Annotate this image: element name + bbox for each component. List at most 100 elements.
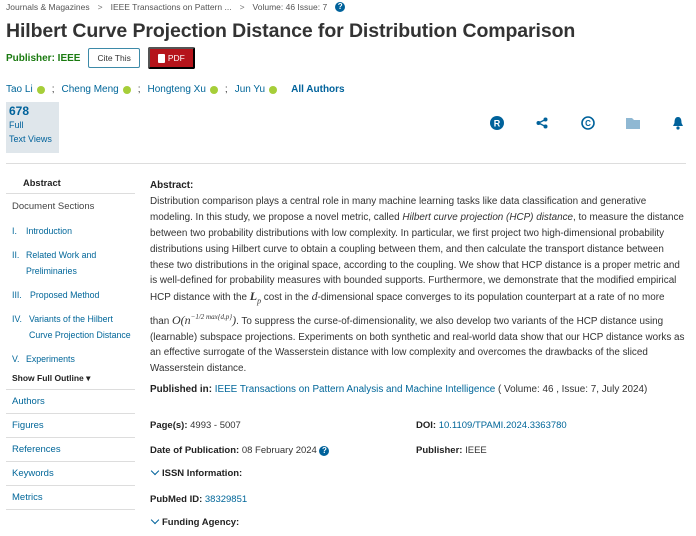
sidebar-item-authors[interactable]: Authors [6,390,135,414]
views-label-1: Full [9,120,24,130]
show-full-outline-button[interactable]: Show Full Outline ▾ [6,371,135,390]
section-label: Introduction [26,226,72,236]
breadcrumb-separator: > [239,2,245,12]
funding-toggle[interactable]: Funding Agency: [150,515,240,528]
publisher-meta: Publisher: IEEE [416,445,487,456]
sidebar-item-references[interactable]: References [6,438,135,462]
chevron-down-icon [150,515,160,525]
orcid-icon[interactable] [209,85,218,94]
breadcrumb-separator: > [97,2,103,12]
sidebar-item-keywords[interactable]: Keywords [6,462,135,486]
pages-label: Page(s): [150,420,188,431]
orcid-icon[interactable] [122,85,131,94]
section-label: Related Work and Preliminaries [26,250,97,276]
pdf-button[interactable]: PDF [147,47,195,69]
sidebar: Abstract Document Sections I. Introductio… [6,166,135,510]
all-authors-link[interactable]: All Authors [291,84,345,95]
published-in: Published in: IEEE Transactions on Patte… [150,384,647,395]
author-link[interactable]: Hongteng Xu [147,84,206,95]
abstract-text-part: . To suppress the curse-of-dimensionalit… [150,315,685,375]
help-icon[interactable]: ? [335,2,346,12]
doi-label: DOI: [416,420,437,431]
svg-text:R: R [494,119,501,129]
abstract-italic: Hilbert curve projection (HCP) distance [402,211,573,223]
funding-label: Funding Agency: [162,517,240,528]
separator: ; [224,84,228,95]
share-icon[interactable] [535,116,549,130]
section-number: I. [12,226,17,236]
abstract-text-part: -dimensional space converges to its popu… [150,292,665,327]
publisher-label: Publisher: IEEE [6,52,81,64]
journal-link[interactable]: IEEE Transactions on Pattern Analysis an… [214,384,496,395]
toolbar-icons: R C [490,116,685,130]
sidebar-section-proposed-method[interactable]: III. Proposed Method [6,283,135,307]
caret-down-icon: ▾ [86,373,91,383]
author-link[interactable]: Jun Yu [234,84,266,95]
section-label: Experiments [26,354,75,364]
author-list: Tao Li; Cheng Meng; Hongteng Xu; Jun Yu … [6,84,345,95]
section-number: IV. [12,314,22,324]
math-lp: Lp [250,289,262,306]
folder-icon[interactable] [625,116,640,130]
separator: ; [137,84,141,95]
breadcrumb: Journals & Magazines > IEEE Transactions… [6,2,346,12]
rights-icon[interactable]: R [490,116,504,130]
sidebar-section-related-work[interactable]: II. Related Work and Preliminaries [6,243,135,283]
bell-icon[interactable] [671,116,685,130]
views-count: 678 [9,104,30,118]
cite-this-button[interactable]: Cite This [88,48,140,68]
section-label: Variants of the Hilbert Curve Projection… [29,314,131,340]
math-superscript: −1/2 max{d,p} [190,312,233,321]
date-label: Date of Publication: [150,445,240,456]
breadcrumb-journals[interactable]: Journals & Magazines [6,2,90,12]
author-link[interactable]: Cheng Meng [61,84,119,95]
abstract-section: Abstract: Distribution comparison plays … [150,178,685,377]
full-text-views[interactable]: 678 Full Text Views [6,102,59,153]
pages-value: 4993 - 5007 [190,420,241,431]
orcid-icon[interactable] [269,85,278,94]
publisher-meta-label: Publisher: [416,445,463,456]
date-of-publication: Date of Publication: 08 February 2024 ? [150,445,330,456]
help-icon[interactable]: ? [319,446,330,456]
sidebar-section-introduction[interactable]: I. Introduction [6,219,135,243]
math-subscript: p [257,296,262,306]
section-number: II. [12,250,20,260]
sidebar-section-experiments[interactable]: V. Experiments [6,347,135,371]
pubmed: PubMed ID: 38329851 [150,494,247,505]
pubmed-link[interactable]: 38329851 [204,494,248,505]
published-in-label: Published in: [150,384,212,395]
show-outline-label: Show Full Outline [12,373,84,383]
math-symbol: ) [232,312,237,327]
section-number: V. [12,354,20,364]
issn-label: ISSN Information: [162,468,243,479]
sidebar-abstract[interactable]: Abstract [6,166,135,194]
breadcrumb-journal[interactable]: IEEE Transactions on Pattern ... [110,2,232,12]
separator: ; [51,84,55,95]
doi-link[interactable]: 10.1109/TPAMI.2024.3363780 [438,420,567,431]
sidebar-item-metrics[interactable]: Metrics [6,486,135,510]
author-link[interactable]: Tao Li [6,84,33,95]
abstract-text-part: cost in the [261,292,312,304]
views-label-2: Text Views [9,134,52,144]
sidebar-item-figures[interactable]: Figures [6,414,135,438]
pdf-icon [157,53,165,63]
abstract-heading: Abstract: [150,180,194,191]
svg-text:C: C [585,119,591,128]
abstract-text-part: Distribution comparison plays a central … [150,195,647,223]
section-label: Proposed Method [30,290,100,300]
pages: Page(s): 4993 - 5007 [150,420,241,431]
math-rate: O(n−1/2 max{d,p}) [172,313,236,327]
copyright-icon[interactable]: C [580,116,595,130]
orcid-icon[interactable] [36,85,45,94]
sidebar-section-variants[interactable]: IV. Variants of the Hilbert Curve Project… [6,307,135,347]
divider [6,163,686,164]
section-number: III. [12,290,22,300]
publisher-value: IEEE [465,445,487,456]
doi: DOI: 10.1109/TPAMI.2024.3363780 [416,420,567,431]
math-d: d [311,289,318,304]
breadcrumb-volume[interactable]: Volume: 46 Issue: 7 [252,2,328,12]
abstract-text: Distribution comparison plays a central … [150,194,685,377]
date-value: 08 February 2024 [241,445,317,456]
issn-toggle[interactable]: ISSN Information: [150,466,243,479]
pubmed-label: PubMed ID: [150,494,203,505]
